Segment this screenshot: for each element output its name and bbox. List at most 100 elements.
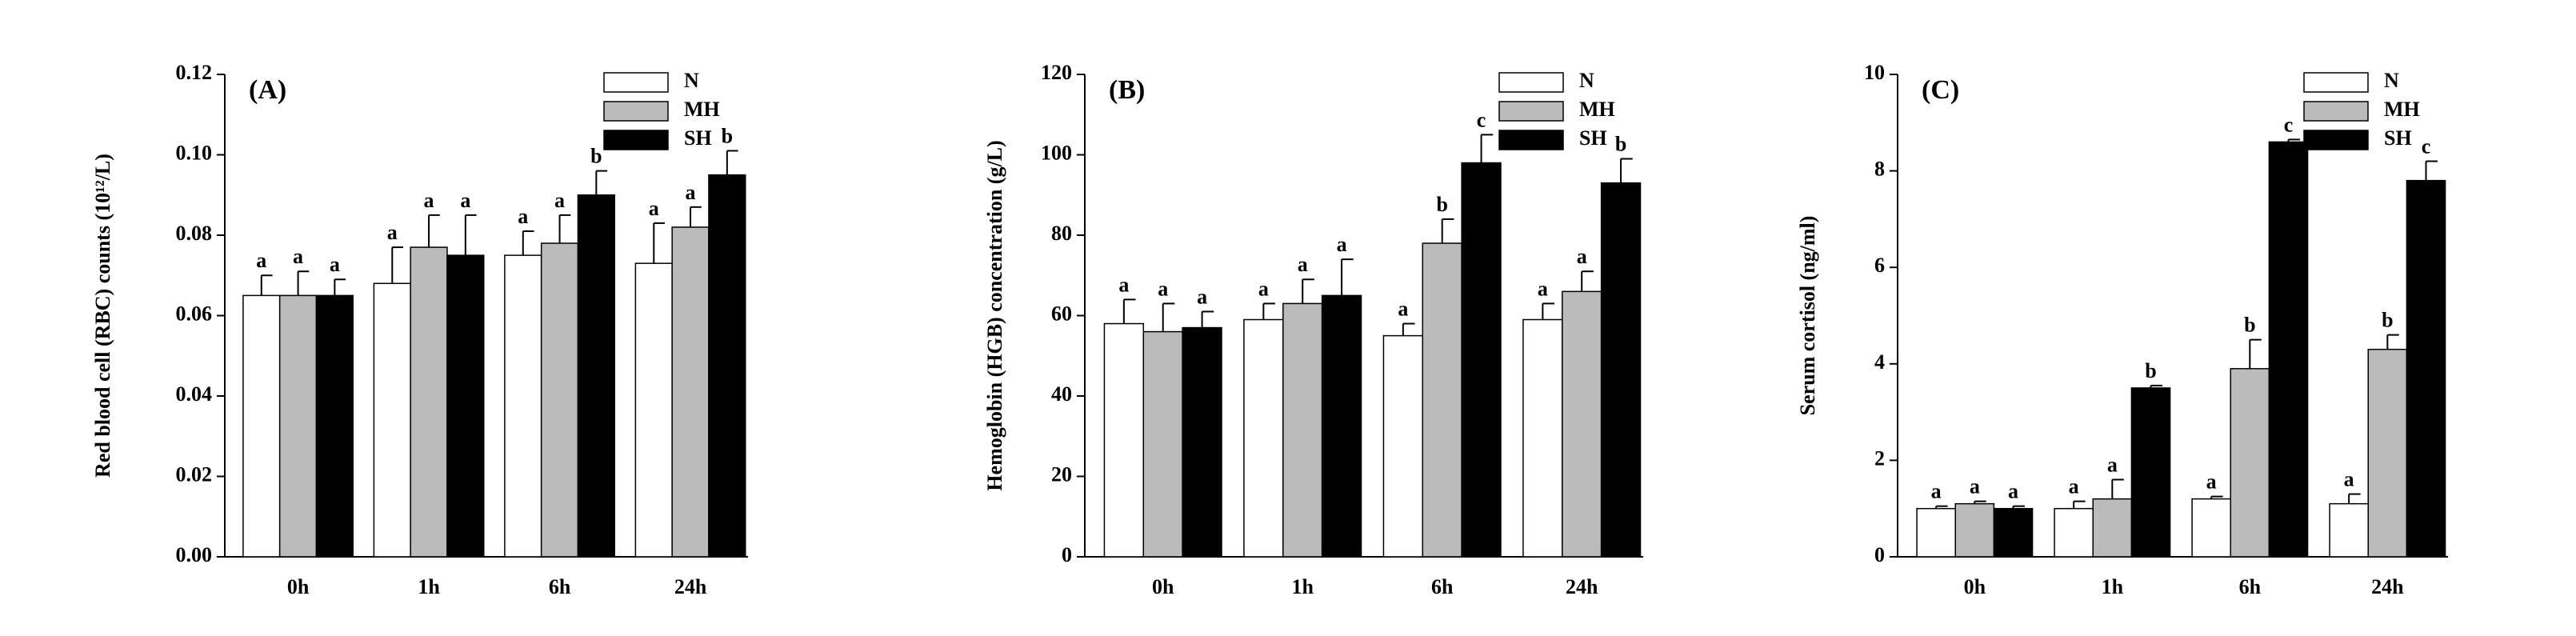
y-tick-label: 10 bbox=[1864, 61, 1885, 84]
significance-letter: a bbox=[1118, 273, 1129, 296]
y-tick-label: 0.00 bbox=[176, 543, 213, 566]
bar bbox=[1916, 507, 1956, 558]
x-tick-label: 6h bbox=[549, 575, 571, 598]
bar bbox=[708, 174, 746, 558]
y-tick-label: 100 bbox=[1041, 141, 1072, 164]
bar bbox=[2329, 502, 2369, 558]
panel-label: (B) bbox=[1109, 75, 1145, 105]
significance-letter: a bbox=[330, 253, 340, 276]
significance-letter: a bbox=[2206, 470, 2217, 494]
panel-label: (C) bbox=[1922, 75, 1959, 105]
legend-swatch bbox=[2303, 72, 2369, 93]
significance-letter: a bbox=[2344, 468, 2354, 491]
legend-swatch bbox=[1498, 72, 1564, 93]
significance-letter: a bbox=[256, 249, 266, 272]
bar bbox=[1243, 318, 1284, 558]
legend-swatch bbox=[2303, 130, 2369, 150]
significance-letter: b bbox=[722, 124, 733, 147]
bar bbox=[373, 282, 411, 558]
legend-label: MH bbox=[1579, 98, 1615, 121]
significance-letter: a bbox=[2107, 453, 2118, 476]
panel-label: (A) bbox=[249, 75, 286, 105]
significance-letter: a bbox=[1931, 480, 1942, 503]
x-tick-label: 1h bbox=[418, 575, 440, 598]
bar bbox=[671, 226, 710, 558]
significance-letter: a bbox=[1158, 277, 1168, 300]
significance-letter: b bbox=[590, 145, 602, 168]
y-tick-label: 2 bbox=[1874, 446, 1885, 470]
x-tick-label: 24h bbox=[1566, 575, 1598, 598]
bar bbox=[2191, 498, 2231, 558]
significance-letter: b bbox=[1615, 132, 1626, 155]
bar bbox=[410, 246, 448, 558]
bar bbox=[1182, 326, 1222, 558]
legend-label: MH bbox=[2384, 98, 2420, 121]
y-tick-label: 80 bbox=[1051, 222, 1072, 245]
significance-letter: b bbox=[1436, 193, 1447, 216]
bar bbox=[1954, 502, 1995, 558]
bar bbox=[1600, 182, 1642, 558]
bar bbox=[2230, 368, 2270, 558]
significance-letter: c bbox=[2422, 135, 2431, 158]
x-tick-label: 1h bbox=[2102, 575, 2124, 598]
significance-letter: a bbox=[1298, 253, 1308, 276]
significance-letter: a bbox=[1398, 298, 1408, 321]
y-tick-label: 0.04 bbox=[176, 382, 213, 406]
bar bbox=[2268, 141, 2309, 558]
bar bbox=[242, 294, 281, 558]
significance-letter: a bbox=[1970, 475, 1980, 498]
legend-swatch bbox=[1498, 101, 1564, 122]
bar bbox=[1993, 507, 2034, 558]
significance-letter: a bbox=[1197, 285, 1207, 308]
y-tick-label: 0.08 bbox=[176, 222, 213, 245]
significance-letter: a bbox=[686, 181, 696, 204]
significance-letter: a bbox=[1538, 277, 1548, 300]
y-tick-label: 0 bbox=[1874, 543, 1885, 566]
bar bbox=[540, 242, 579, 558]
significance-letter: a bbox=[1258, 277, 1269, 300]
bar bbox=[2367, 348, 2408, 558]
bar bbox=[1522, 318, 1563, 558]
legend-label: MH bbox=[684, 98, 720, 121]
y-tick-label: 4 bbox=[1874, 350, 1885, 374]
x-tick-label: 24h bbox=[674, 575, 707, 598]
bar bbox=[577, 194, 615, 558]
x-tick-label: 1h bbox=[1291, 575, 1314, 598]
y-tick-label: 8 bbox=[1874, 158, 1885, 181]
significance-letter: b bbox=[2382, 309, 2393, 332]
bar bbox=[634, 262, 673, 558]
legend-label: N bbox=[2384, 69, 2399, 92]
bar bbox=[1103, 322, 1145, 558]
legend-label: N bbox=[684, 69, 699, 92]
bar bbox=[2092, 498, 2133, 558]
y-tick-label: 120 bbox=[1041, 61, 1072, 84]
y-tick-label: 20 bbox=[1051, 462, 1072, 486]
significance-letter: a bbox=[554, 189, 565, 212]
bar bbox=[2130, 387, 2171, 558]
x-tick-label: 6h bbox=[2239, 575, 2262, 598]
significance-letter: a bbox=[518, 205, 528, 228]
legend-label: SH bbox=[684, 126, 712, 150]
significance-letter: a bbox=[1337, 233, 1347, 256]
legend-label: N bbox=[1579, 69, 1594, 92]
legend-label: SH bbox=[1579, 126, 1607, 150]
bar bbox=[1422, 242, 1462, 558]
y-axis-title: Hemoglobin (HGB) concentration (g/L) bbox=[983, 140, 1006, 490]
y-tick-label: 6 bbox=[1874, 254, 1885, 277]
y-tick-label: 0 bbox=[1062, 543, 1072, 566]
y-tick-label: 60 bbox=[1051, 302, 1072, 325]
y-tick-label: 0.06 bbox=[176, 302, 213, 325]
bar bbox=[2406, 179, 2446, 558]
significance-letter: a bbox=[424, 189, 434, 212]
y-tick-label: 0.02 bbox=[176, 462, 213, 486]
bar bbox=[1321, 294, 1362, 558]
significance-letter: a bbox=[460, 189, 470, 212]
legend-swatch bbox=[1498, 130, 1564, 150]
x-tick-label: 0h bbox=[1152, 575, 1174, 598]
significance-letter: a bbox=[2069, 475, 2079, 498]
significance-letter: c bbox=[2284, 113, 2294, 136]
x-tick-label: 0h bbox=[287, 575, 310, 598]
bar bbox=[446, 254, 485, 558]
y-axis-title: Red blood cell (RBC) counts (10¹²/L) bbox=[91, 154, 114, 478]
